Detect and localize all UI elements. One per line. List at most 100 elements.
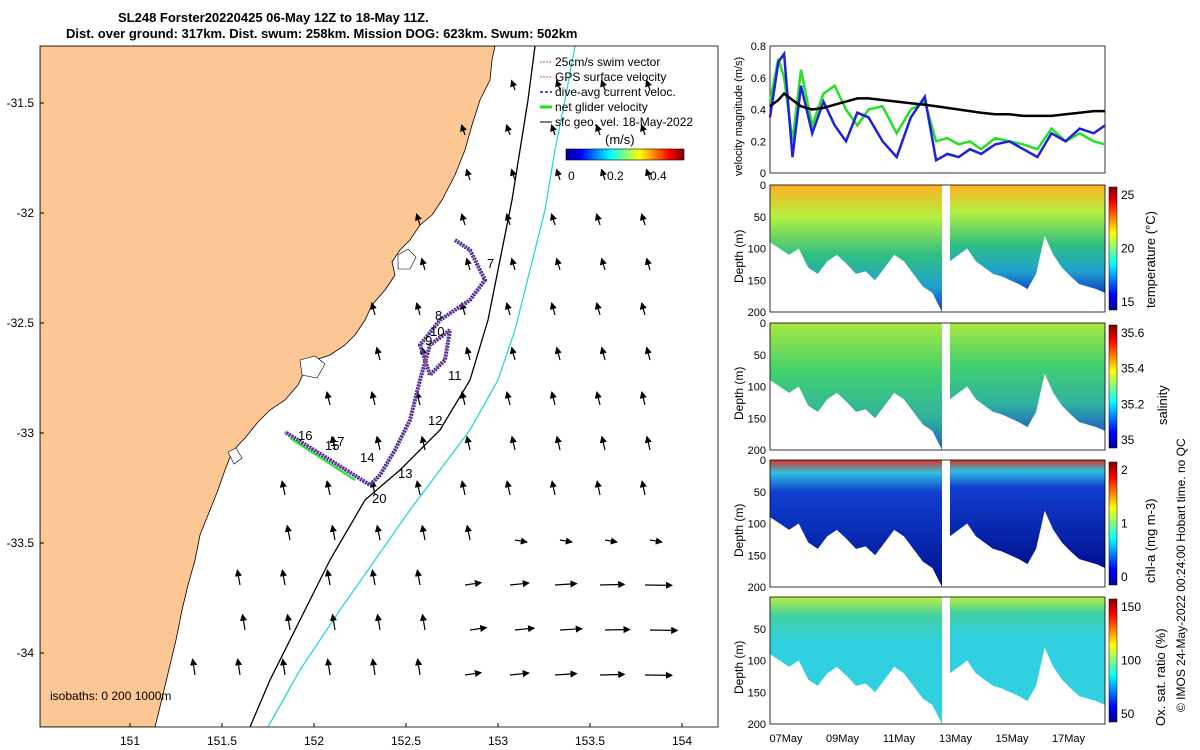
depth-tick-label: 200 (748, 719, 766, 731)
velocity-arrow (649, 537, 663, 545)
depth-tick-label: 100 (748, 244, 766, 256)
date-tick-label: 11May (883, 733, 916, 745)
lon-tick-label: 153.5 (575, 734, 605, 748)
lat-tick-label: -34 (17, 646, 35, 660)
velocity-arrow (464, 257, 472, 271)
lat-tick-label: -32 (17, 206, 35, 220)
velocity-arrow (645, 168, 652, 181)
isobath-1000-line (267, 46, 576, 727)
depth-tick-label: 0 (760, 455, 766, 467)
velocity-arrow (324, 480, 332, 496)
velocity-arrow (554, 257, 562, 271)
depth-tick-label: 50 (754, 350, 766, 362)
depth-tick-label: 0 (760, 318, 766, 330)
velocity-arrow (554, 580, 578, 588)
map-legend: 25cm/s swim vector GPS surface velocity … (540, 55, 693, 183)
velocity-arrow (639, 302, 647, 316)
velocity-arrow (514, 537, 528, 545)
latitude-ticks: -31.5 -32 -32.5 -33 -33.5 -34 (7, 96, 44, 660)
velocity-arrow (604, 625, 631, 634)
velocity-arrow (324, 391, 332, 406)
velocity-series-line (769, 91, 1105, 118)
date-tick-label: 17May (1052, 733, 1086, 745)
section-fill (770, 460, 942, 587)
legend-net-velocity: net glider velocity (555, 100, 648, 114)
legend-gps-velocity: GPS surface velocity (555, 70, 666, 84)
sal-cbar-label: salinity (1155, 385, 1170, 425)
velocity-arrow (644, 435, 652, 451)
velocity-arrow (414, 480, 422, 496)
velocity-arrow (594, 391, 602, 406)
velocity-arrow (509, 346, 517, 361)
velocity-arrow (369, 569, 377, 586)
velocity-arrow (464, 435, 472, 451)
depth-tick-label: 100 (748, 656, 766, 668)
velocity-arrow (239, 613, 248, 631)
velocity-arrow (465, 168, 472, 181)
section-fill (950, 597, 1105, 705)
velocity-arrow (280, 658, 288, 676)
depth-tick-label: 50 (754, 487, 766, 499)
legend-dive-avg: dive-avg current veloc. (555, 85, 676, 99)
colorbar-tick-label: 0 (1121, 570, 1128, 584)
velocity-arrow (374, 524, 382, 541)
velocity-arrow (459, 213, 467, 226)
velocity-arrow (414, 213, 422, 226)
temp-ylabel: Depth (m) (732, 229, 746, 283)
velocity-arrow (464, 669, 483, 678)
velocity-arrow (594, 302, 602, 316)
colorbar-tick-label: 25 (1121, 188, 1135, 202)
velocity-arrow (599, 580, 626, 589)
velocity-arrow (369, 480, 377, 496)
velocity-arrow (504, 480, 512, 496)
date-tick-label: 09May (826, 733, 860, 745)
velocity-arrow (640, 123, 647, 136)
colorbar-tick-label: 50 (1121, 707, 1135, 721)
velocity-arrow (599, 670, 626, 679)
day-label: 16 (298, 428, 312, 443)
velocity-arrow (279, 480, 287, 496)
velocity-arrow (235, 658, 243, 676)
velocity-panel: 0 0.2 0.4 0.6 0.8 (751, 41, 1106, 180)
velocity-arrow (554, 670, 578, 678)
velocity-arrow (599, 257, 607, 271)
lon-tick-label: 152 (304, 734, 324, 748)
lake-shape (397, 248, 417, 270)
colorbar-tick: 0 (568, 169, 575, 183)
heatmap-panel: 150 100 50 50 100 150 200 (748, 596, 1141, 731)
ox-cbar-label: Ox. sat. ratio (%) (1153, 628, 1168, 726)
velocity-arrow (639, 213, 647, 226)
velocity-arrow (555, 79, 563, 91)
colorbar-tick-label: 35.6 (1121, 326, 1145, 340)
velocity-arrow (329, 524, 337, 541)
date-tick-label: 07May (769, 733, 803, 745)
chl-cbar-label: chl-a (mg m-3) (1143, 498, 1158, 583)
section-heatmaps: 25201505010015020035.635.435.23505010015… (748, 180, 1145, 745)
depth-tick-label: 0 (760, 180, 766, 192)
colorbar-tick-label: 35.2 (1121, 397, 1145, 411)
colorbar-tick-label: 100 (1121, 654, 1141, 668)
velocity-ytick: 0.6 (751, 73, 766, 85)
velocity-arrow (415, 658, 423, 676)
heatmap-colorbar (1108, 186, 1118, 311)
section-fill (770, 185, 942, 312)
heatmap-panel: 35.6 35.4 35.2 35 0 50 100 150 200 (748, 318, 1145, 457)
legend-swim-vector: 25cm/s swim vector (555, 55, 660, 69)
velocity-arrow (595, 123, 602, 136)
velocity-arrow (234, 569, 242, 586)
colorbar-tick-label: 15 (1121, 295, 1135, 309)
velocity-arrow (644, 346, 652, 361)
colorbar-unit: (m/s) (605, 132, 635, 147)
velocity-arrow (559, 625, 583, 633)
velocity-arrow (279, 569, 287, 586)
lat-tick-label: -33 (17, 426, 35, 440)
velocity-arrow (504, 391, 512, 406)
velocity-arrow (514, 625, 536, 633)
heatmap-colorbar (1108, 598, 1118, 723)
velocity-ytick: 0.2 (751, 136, 766, 148)
velocity-arrow (504, 213, 512, 226)
depth-tick-label: 150 (748, 687, 766, 699)
velocity-arrow (600, 79, 608, 91)
lake-shape (299, 355, 326, 379)
